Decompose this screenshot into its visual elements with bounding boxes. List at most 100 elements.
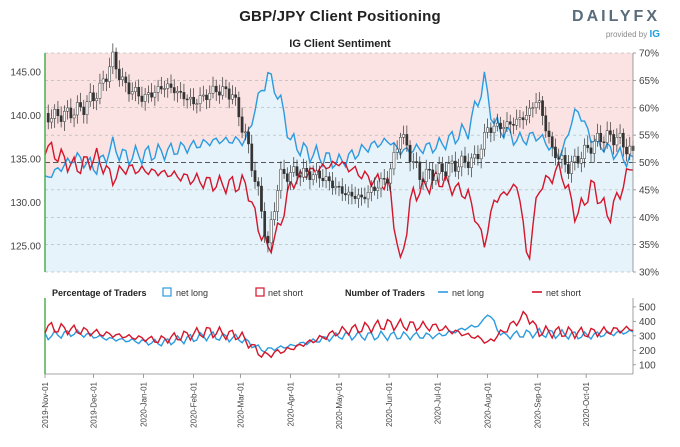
candle-body xyxy=(211,85,215,94)
logo-tagline: provided by IG xyxy=(606,29,660,40)
candle-body xyxy=(72,114,76,119)
candle-body xyxy=(163,88,166,90)
candle-body xyxy=(418,161,422,180)
candle-body xyxy=(408,144,412,162)
candle-body xyxy=(602,141,606,144)
price-tick-label: 130.00 xyxy=(10,198,41,209)
pct-tick-label: 45% xyxy=(639,185,659,196)
candle-body xyxy=(411,161,415,163)
pct-tick-label: 50% xyxy=(639,158,659,169)
candle-body xyxy=(121,76,124,80)
candle-body xyxy=(179,90,183,93)
candle-body xyxy=(599,132,603,143)
candle-body xyxy=(331,180,334,189)
candle-body xyxy=(541,100,544,116)
candle-body xyxy=(379,178,383,189)
series-net-long-count xyxy=(44,314,634,354)
candle-body xyxy=(441,163,444,173)
candle-body xyxy=(344,193,347,196)
candle-body xyxy=(479,148,483,160)
candle-body xyxy=(292,166,296,173)
candle-body xyxy=(150,92,153,98)
x-tick-label: 2020-Feb-01 xyxy=(190,381,199,427)
candle-body xyxy=(621,132,625,148)
candle-body xyxy=(405,134,409,146)
candle-body xyxy=(586,144,590,149)
pct-tick-label: 35% xyxy=(639,240,659,251)
candle-body xyxy=(554,146,557,159)
legend-net-long-num: net long xyxy=(452,288,484,298)
candle-body xyxy=(453,160,457,172)
candle-body xyxy=(609,130,612,135)
candle-body xyxy=(85,101,89,115)
candle-body xyxy=(386,179,389,184)
candle-body xyxy=(247,131,250,145)
candle-body xyxy=(376,187,380,191)
candle-body xyxy=(424,168,428,183)
candle-body xyxy=(134,87,137,92)
candle-body xyxy=(88,92,92,102)
candle-body xyxy=(227,88,231,100)
candle-body xyxy=(101,78,105,84)
candle-body xyxy=(431,169,435,181)
candle-body xyxy=(69,107,73,119)
candle-body xyxy=(302,168,305,178)
candle-body xyxy=(166,83,170,89)
candle-body xyxy=(289,172,292,182)
candle-body xyxy=(347,191,351,196)
candle-body xyxy=(285,173,289,182)
count-tick-label: 300 xyxy=(639,331,656,342)
chart-subtitle: IG Client Sentiment xyxy=(289,38,391,50)
candle-body xyxy=(573,155,577,163)
candle-body xyxy=(628,145,632,155)
candle-body xyxy=(153,92,157,98)
candle-body xyxy=(570,161,573,174)
candle-body xyxy=(66,107,69,112)
candle-body xyxy=(567,164,570,174)
candle-body xyxy=(437,163,441,175)
candle-body xyxy=(192,96,195,105)
x-tick-label: 2020-Jan-01 xyxy=(140,381,149,426)
candle-body xyxy=(515,118,519,126)
candle-body xyxy=(234,94,237,98)
candle-body xyxy=(512,124,515,126)
candle-body xyxy=(140,95,144,102)
candle-body xyxy=(243,131,247,134)
candle-body xyxy=(253,170,257,182)
candle-body xyxy=(318,170,321,179)
candle-body xyxy=(98,82,102,99)
price-tick-label: 135.00 xyxy=(10,155,41,166)
legend-net-short-box xyxy=(255,287,265,297)
candle-body xyxy=(315,170,318,176)
candle-body xyxy=(108,66,111,82)
count-tick-label: 200 xyxy=(639,346,656,357)
count-tick-label: 100 xyxy=(639,360,656,371)
candle-body xyxy=(143,94,147,102)
legend-percentage-label: Percentage of Traders xyxy=(52,288,147,298)
candle-body xyxy=(114,51,118,70)
candle-body xyxy=(311,174,315,180)
x-tick-label: 2020-May-01 xyxy=(335,381,344,429)
candle-body xyxy=(46,113,50,123)
candle-body xyxy=(269,219,273,244)
candle-body xyxy=(560,155,564,160)
candle-body xyxy=(159,86,163,90)
candle-body xyxy=(612,134,615,146)
candle-body xyxy=(75,102,79,116)
candle-body xyxy=(295,166,299,176)
candle-body xyxy=(127,82,131,95)
candle-body xyxy=(389,168,393,184)
candle-body xyxy=(483,132,486,150)
x-tick-label: 2020-Apr-01 xyxy=(287,381,296,426)
candle-body xyxy=(434,173,438,181)
candle-body xyxy=(201,94,205,97)
candle-body xyxy=(363,196,367,200)
candle-body xyxy=(550,136,554,148)
candle-body xyxy=(266,235,270,244)
candle-body xyxy=(53,109,57,119)
candle-body xyxy=(579,158,583,164)
candle-body xyxy=(534,102,538,108)
candle-body xyxy=(592,141,596,154)
candle-body xyxy=(321,177,325,182)
